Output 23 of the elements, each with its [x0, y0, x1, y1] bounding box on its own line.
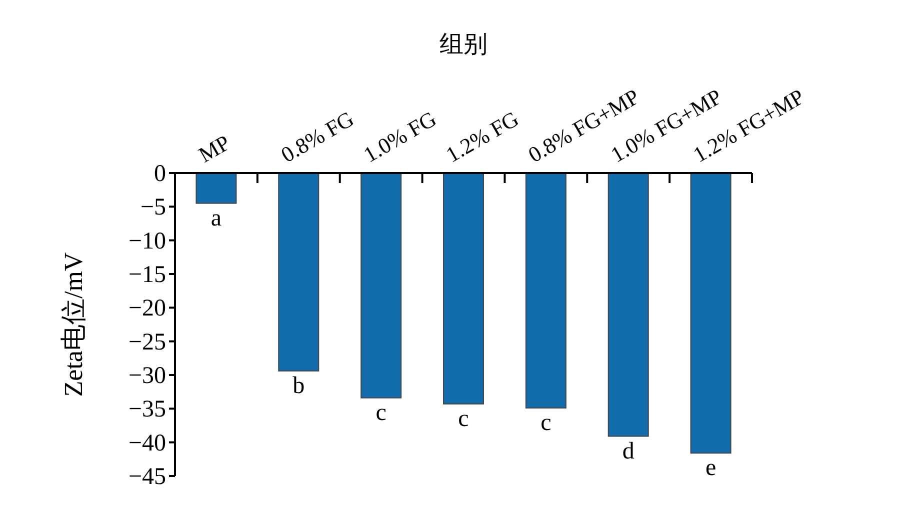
y-axis-title: Zeta电位/mV [59, 252, 88, 397]
data-label: d [622, 438, 634, 464]
data-label: c [540, 410, 552, 436]
data-label: c [376, 400, 386, 426]
x-axis-title: 组别 [440, 32, 488, 58]
x-tick-label: 1.0% FG [359, 106, 440, 168]
y-tick-label: −35 [128, 396, 166, 423]
data-label: a [210, 205, 222, 232]
y-tick-label: −45 [128, 464, 166, 490]
x-tick-label: MP [194, 130, 234, 168]
data-label: b [292, 372, 305, 399]
y-tick-label: −40 [128, 430, 166, 456]
data-label: e [705, 455, 716, 482]
y-tick-label: −10 [128, 228, 166, 254]
y-tick-label: −25 [128, 329, 166, 356]
y-tick-label: −20 [128, 296, 166, 322]
y-tick-label: −5 [140, 194, 166, 221]
y-tick-label: −30 [128, 363, 166, 389]
y-tick-label: −15 [128, 262, 166, 288]
y-tick-label: 0 [154, 161, 166, 187]
x-tick-label: 1.2% FG [442, 106, 523, 168]
x-tick-label: 0.8% FG [276, 106, 358, 168]
data-label: c [458, 406, 469, 432]
